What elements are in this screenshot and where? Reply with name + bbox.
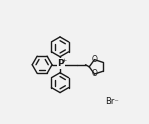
Text: O: O [91,69,97,78]
Text: Br⁻: Br⁻ [105,97,119,107]
Text: P: P [57,59,64,68]
Text: +: + [62,58,67,63]
Text: O: O [91,55,97,64]
